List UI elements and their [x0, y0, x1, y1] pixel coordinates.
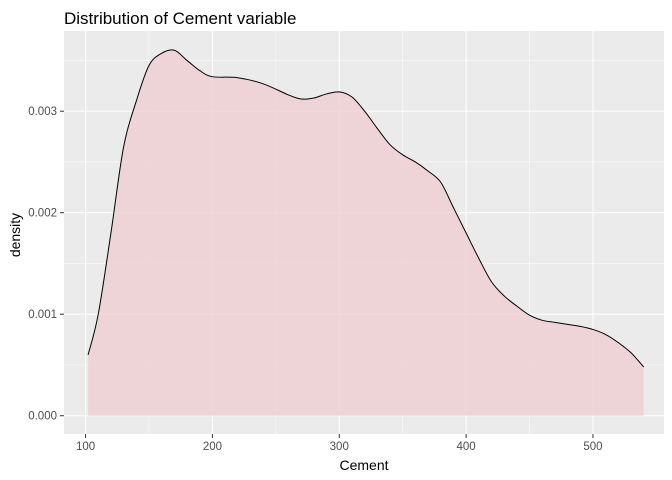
y-tick-label: 0.001 [28, 309, 57, 321]
y-tick-label: 0.002 [28, 208, 57, 220]
x-axis: 100 200 300 400 500 [76, 434, 603, 453]
x-tick-label: 500 [583, 441, 602, 453]
x-tick-label: 100 [76, 441, 95, 453]
density-line [87, 49, 645, 368]
density-area [88, 49, 644, 416]
x-tick-label: 200 [203, 441, 222, 453]
y-tick-label: 0.003 [28, 106, 57, 118]
y-axis: 0.000 0.001 0.002 0.003 [28, 106, 64, 423]
x-tick-label: 300 [330, 441, 349, 453]
x-axis-title: Cement [339, 457, 388, 473]
x-tick-label: 400 [457, 441, 476, 453]
y-tick-label: 0.000 [28, 411, 57, 423]
y-axis-title: density [7, 213, 23, 257]
chart-title: Distribution of Cement variable [64, 9, 296, 28]
